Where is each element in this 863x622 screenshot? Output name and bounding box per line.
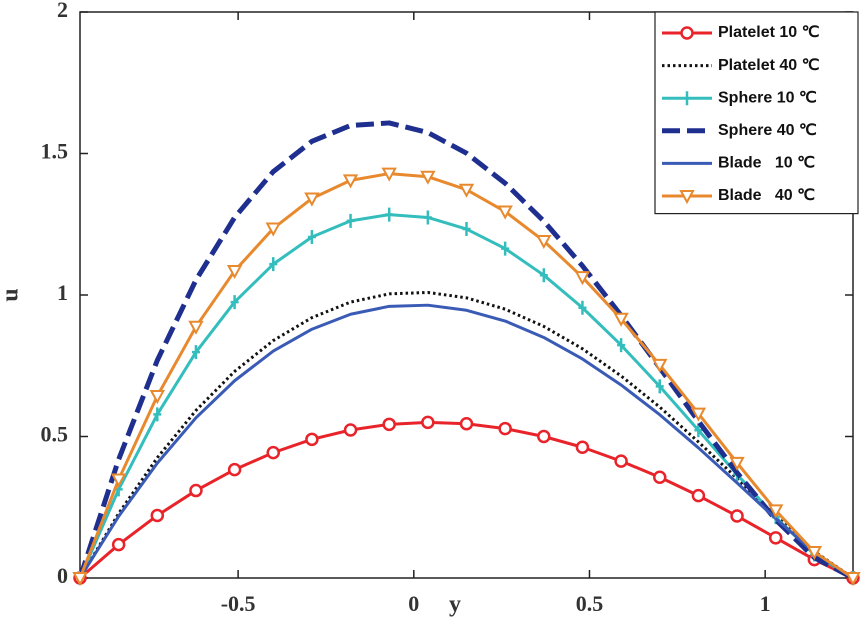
data-point	[768, 531, 783, 545]
legend-label: Sphere 40 ℃	[718, 122, 817, 139]
data-point	[655, 379, 664, 394]
data-point	[574, 271, 591, 286]
legend-marker	[679, 190, 695, 205]
x-tick-label: 1	[760, 591, 771, 616]
data-point	[189, 483, 203, 498]
data-point	[191, 345, 200, 360]
data-point	[539, 268, 548, 283]
legend-label: Blade 40 ℃	[718, 187, 815, 204]
data-point	[768, 504, 784, 519]
y-tick-label: 1.5	[41, 139, 69, 164]
legend-label: Blade 10 ℃	[718, 155, 815, 172]
data-point	[188, 320, 204, 335]
legend-marker	[680, 26, 694, 40]
data-point	[305, 432, 319, 447]
data-point	[462, 222, 471, 237]
legend-marker	[683, 91, 691, 106]
legend-label: Platelet 40 ℃	[718, 57, 820, 74]
y-tick-label: 0	[57, 563, 68, 588]
data-point	[617, 338, 626, 353]
data-point	[382, 417, 396, 432]
data-point	[690, 407, 707, 422]
data-point	[575, 440, 590, 455]
series-line	[80, 303, 853, 578]
legend-box	[654, 11, 859, 215]
data-point	[265, 222, 281, 237]
data-point	[806, 545, 823, 561]
data-point	[266, 445, 280, 460]
y-axis-label: u	[0, 288, 24, 301]
data-point	[342, 174, 359, 189]
x-tick-label: -0.5	[221, 591, 256, 616]
data-point	[111, 537, 126, 552]
data-point	[578, 300, 587, 315]
data-point	[614, 454, 628, 468]
x-tick-label: 0	[408, 591, 419, 616]
data-point	[421, 415, 435, 430]
data-point	[652, 358, 668, 373]
data-point	[498, 421, 512, 436]
data-point	[845, 572, 861, 587]
y-tick-label: 1	[57, 280, 68, 305]
data-point	[653, 470, 667, 485]
data-point	[307, 229, 316, 244]
data-point	[730, 509, 744, 523]
data-point	[230, 295, 239, 310]
y-tick-label: 2	[57, 0, 68, 22]
data-point	[385, 207, 394, 222]
data-point	[694, 423, 703, 438]
data-point	[381, 167, 397, 182]
data-point	[153, 407, 162, 422]
x-axis-label: y	[449, 592, 461, 618]
data-point	[459, 417, 474, 431]
series-line	[80, 290, 853, 578]
legend-label: Platelet 10 ℃	[718, 24, 820, 41]
data-point	[420, 170, 436, 185]
data-point	[150, 508, 165, 523]
data-point	[269, 257, 278, 272]
data-point	[729, 456, 745, 471]
series-line	[80, 120, 853, 578]
data-point	[110, 473, 127, 488]
data-point	[537, 429, 551, 444]
data-point	[497, 205, 513, 220]
data-point	[501, 241, 510, 256]
y-tick-label: 0.5	[41, 422, 69, 447]
data-point	[304, 192, 320, 207]
data-point	[149, 390, 165, 405]
x-tick-label: 0.5	[576, 591, 604, 616]
legend-label: Sphere 10 ℃	[718, 89, 817, 106]
data-point	[346, 213, 355, 228]
data-point	[227, 462, 242, 477]
data-point	[536, 234, 552, 250]
data-point	[343, 423, 358, 437]
data-point	[72, 572, 88, 587]
data-point	[458, 183, 475, 198]
data-point	[691, 488, 706, 503]
data-point	[613, 312, 629, 327]
data-point	[423, 210, 432, 225]
data-point	[226, 264, 243, 280]
